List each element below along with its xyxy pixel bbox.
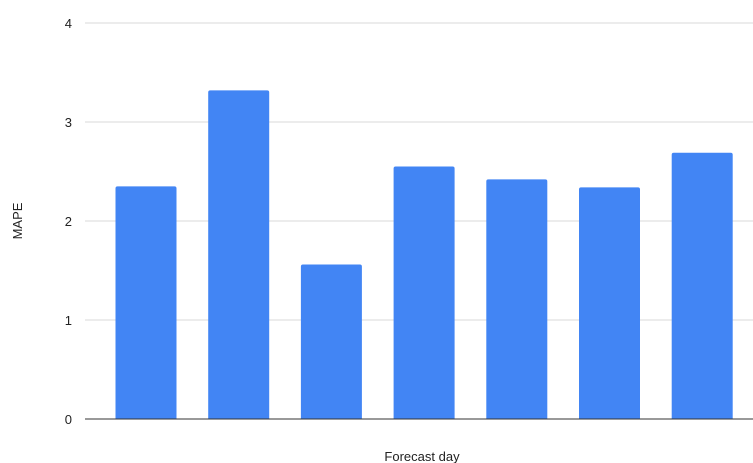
- bar: [393, 166, 455, 419]
- bars: [115, 90, 733, 419]
- x-axis-title: Forecast day: [384, 449, 460, 463]
- y-tick-label: 1: [65, 313, 72, 328]
- y-tick-label: 2: [65, 214, 72, 229]
- y-axis-ticks: 0 1 2 3 4: [65, 16, 72, 427]
- bar: [208, 90, 270, 419]
- bar: [486, 179, 548, 419]
- bar: [300, 264, 362, 419]
- y-tick-label: 3: [65, 115, 72, 130]
- bar: [671, 152, 733, 419]
- y-axis-title: MAPE: [10, 202, 25, 239]
- bar: [579, 187, 640, 419]
- y-tick-label: 0: [65, 412, 72, 427]
- y-tick-label: 4: [65, 16, 72, 31]
- bar: [115, 186, 177, 419]
